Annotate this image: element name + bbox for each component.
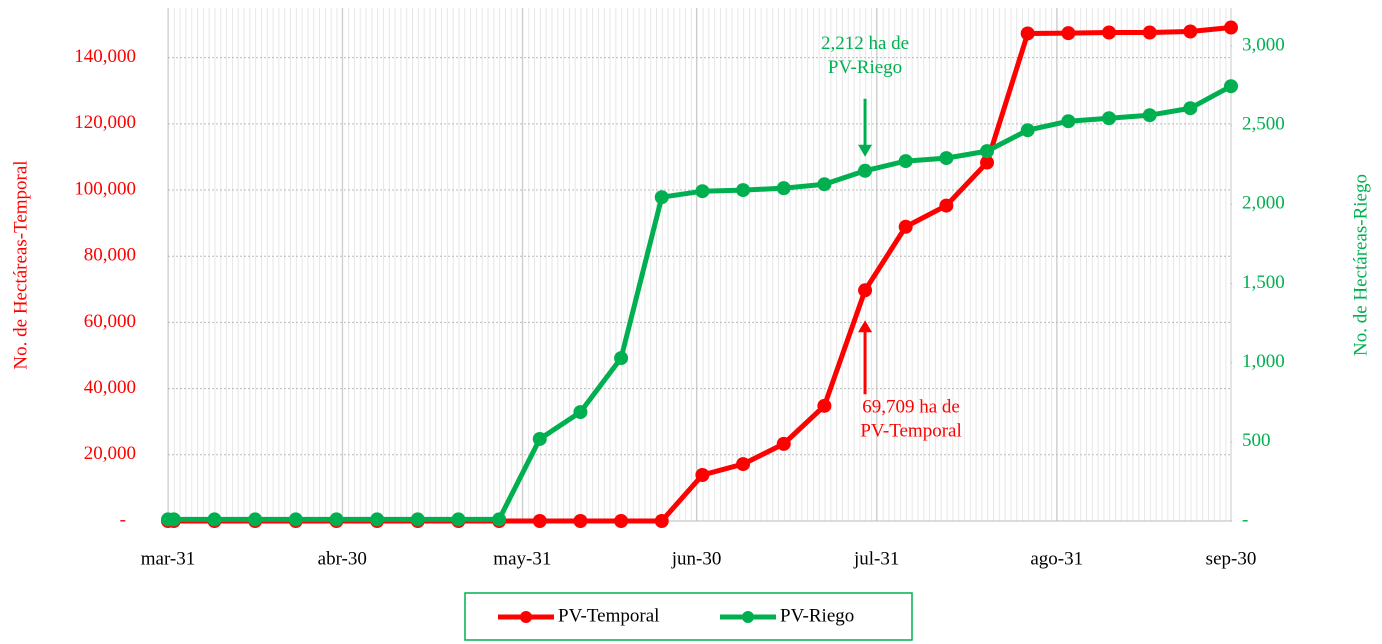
- y2-tick-label: -: [1242, 509, 1248, 530]
- data-point: [248, 512, 263, 527]
- legend-marker: [742, 611, 754, 623]
- x-tick-label: abr-30: [318, 548, 367, 569]
- data-point: [573, 514, 588, 528]
- y2-tick-label: 2,500: [1242, 114, 1285, 135]
- y-axis-title: No. de Hectáreas-Temporal: [10, 160, 31, 369]
- data-point: [654, 514, 669, 528]
- data-point: [1183, 24, 1198, 39]
- data-point: [1142, 108, 1157, 123]
- y2-tick-label: 3,000: [1242, 34, 1285, 55]
- data-point: [695, 467, 710, 482]
- data-point: [451, 512, 466, 527]
- data-point: [492, 512, 507, 527]
- legend-marker: [520, 611, 532, 623]
- data-point: [532, 431, 547, 446]
- annotation-text: PV-Temporal: [860, 421, 961, 442]
- x-tick-label: jun-30: [671, 548, 722, 569]
- y-tick-label: 100,000: [74, 178, 136, 199]
- data-point: [1142, 25, 1157, 40]
- data-point: [1102, 111, 1117, 126]
- data-point: [573, 405, 588, 420]
- y-tick-label: 60,000: [84, 311, 136, 332]
- data-point: [329, 512, 344, 527]
- y2-tick-label: 1,000: [1242, 351, 1285, 372]
- y-tick-label: 40,000: [84, 377, 136, 398]
- data-point: [166, 512, 181, 527]
- data-point: [207, 512, 222, 527]
- data-point: [695, 184, 710, 199]
- data-point: [980, 155, 995, 170]
- x-tick-label: may-31: [493, 548, 551, 569]
- data-point: [614, 351, 629, 366]
- y-tick-label: 120,000: [74, 112, 136, 133]
- x-tick-label: mar-31: [141, 548, 196, 569]
- legend-label: PV-Riego: [780, 605, 854, 626]
- y-tick-label: 140,000: [74, 46, 136, 67]
- series-line: [168, 84, 1233, 522]
- minor-grid: [168, 8, 1231, 521]
- data-point: [532, 514, 547, 528]
- data-point: [817, 177, 832, 192]
- data-point: [288, 512, 303, 527]
- data-point: [939, 151, 954, 166]
- data-point: [858, 163, 873, 178]
- data-point: [980, 144, 995, 159]
- data-point: [736, 183, 751, 198]
- data-point: [858, 283, 873, 298]
- x-tick-label: sep-30: [1206, 548, 1257, 569]
- data-point: [898, 219, 913, 234]
- data-point: [1224, 79, 1238, 94]
- data-point: [1020, 123, 1035, 138]
- y-tick-label: 80,000: [84, 245, 136, 266]
- y2-axis-title: No. de Hectáreas-Riego: [1350, 174, 1371, 356]
- y2-tick-label: 500: [1242, 430, 1271, 451]
- data-point: [614, 514, 629, 528]
- annotation-arrowhead: [858, 144, 873, 157]
- y-tick-label: -: [120, 509, 126, 530]
- data-point: [1061, 114, 1076, 129]
- y2-tick-label: 2,000: [1242, 193, 1285, 214]
- data-point: [410, 512, 425, 527]
- x-tick-label: jul-31: [853, 548, 899, 569]
- data-point: [776, 436, 791, 451]
- data-point: [1183, 101, 1198, 116]
- legend-label: PV-Temporal: [558, 605, 659, 626]
- data-point: [817, 398, 832, 413]
- data-point: [776, 181, 791, 196]
- x-tick-label: ago-31: [1030, 548, 1083, 569]
- annotation-text: 2,212 ha de: [821, 33, 909, 54]
- data-point: [370, 512, 385, 527]
- data-point: [1020, 26, 1035, 41]
- y2-tick-label: 1,500: [1242, 272, 1285, 293]
- data-point: [736, 457, 751, 472]
- annotation-arrowhead: [858, 320, 873, 333]
- data-point: [1224, 20, 1238, 35]
- annotation-text: PV-Riego: [828, 57, 902, 78]
- data-point: [1102, 25, 1117, 40]
- y-tick-label: 20,000: [84, 443, 136, 464]
- annotation-text: 69,709 ha de: [862, 397, 960, 418]
- data-point: [1061, 26, 1076, 41]
- data-point: [898, 154, 913, 169]
- data-point: [939, 198, 954, 213]
- data-point: [654, 190, 669, 205]
